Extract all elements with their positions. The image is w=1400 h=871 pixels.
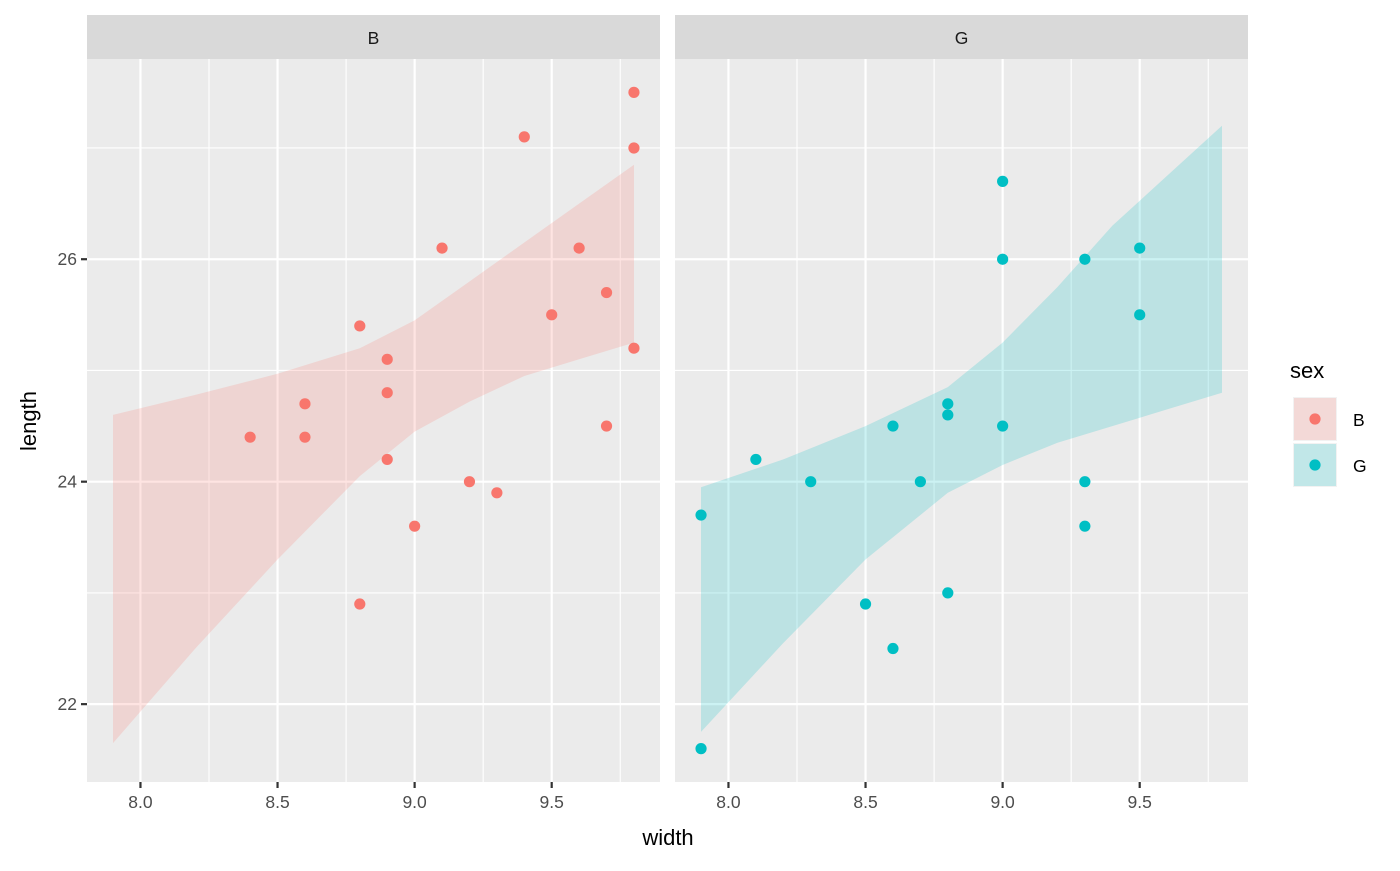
data-point <box>1134 309 1146 321</box>
data-point <box>244 431 256 443</box>
x-tick-label: 8.0 <box>128 792 153 812</box>
legend-title: sex <box>1290 358 1324 383</box>
data-point <box>381 453 393 466</box>
legend-item-G: G <box>1293 443 1367 487</box>
legend-label: B <box>1353 410 1365 430</box>
data-point <box>628 142 640 154</box>
data-point <box>381 387 393 399</box>
data-point <box>628 86 640 98</box>
data-point <box>914 476 926 488</box>
data-point <box>573 242 585 254</box>
facet-strip <box>675 15 1248 59</box>
data-point <box>463 476 476 488</box>
confidence-ribbon <box>701 125 1222 732</box>
data-point <box>381 353 393 365</box>
data-point <box>805 476 817 488</box>
x-tick-label: 8.0 <box>716 792 741 812</box>
data-point <box>997 253 1009 265</box>
data-point <box>1079 520 1091 532</box>
y-axis-title: length <box>16 391 41 451</box>
y-tick-label: 24 <box>58 472 78 492</box>
legend-item-B: B <box>1293 397 1365 441</box>
legend-label: G <box>1353 456 1367 476</box>
x-axis-title: width <box>641 825 693 850</box>
legend-keys: BG <box>1293 397 1367 487</box>
data-point <box>518 131 530 143</box>
legend: sex BG <box>1290 358 1367 487</box>
panels-layer: B 8.0 8.5 9.0 9.5 G 8.0 8.5 9.0 9.5 <box>87 15 1248 812</box>
data-point <box>695 743 707 755</box>
confidence-ribbon <box>113 164 634 744</box>
legend-key-point <box>1309 459 1321 471</box>
facet-strip-label: G <box>955 28 969 48</box>
x-tick-label: 8.5 <box>853 792 877 812</box>
y-tick-label: 22 <box>58 694 77 714</box>
data-point <box>750 453 762 466</box>
facet-strip-label: B <box>368 28 380 48</box>
data-point <box>628 342 640 354</box>
x-tick-label: 9.5 <box>1128 792 1152 812</box>
data-point <box>695 509 707 521</box>
data-point <box>299 431 311 443</box>
x-tick-label: 9.0 <box>402 792 427 812</box>
data-point <box>600 420 613 432</box>
data-point <box>887 642 899 655</box>
data-point <box>859 598 872 610</box>
data-point <box>942 587 954 599</box>
panel-background <box>675 59 1248 782</box>
data-point <box>887 420 899 432</box>
data-point <box>491 487 503 499</box>
data-point <box>409 520 421 532</box>
y-axis: 22 24 26 <box>58 249 87 714</box>
data-point <box>546 309 558 321</box>
data-point <box>600 286 613 299</box>
facet-panel-G: G 8.0 8.5 9.0 9.5 <box>675 15 1248 812</box>
panel-background <box>87 59 660 782</box>
legend-key-point <box>1309 413 1321 425</box>
data-point <box>1079 253 1091 265</box>
data-point <box>942 409 954 421</box>
facet-strip <box>87 15 660 59</box>
data-point <box>1134 242 1146 254</box>
x-tick-label: 9.0 <box>990 792 1015 812</box>
data-point <box>1079 476 1091 488</box>
data-point <box>997 420 1009 432</box>
facet-panel-B: B 8.0 8.5 9.0 9.5 <box>87 15 660 812</box>
data-point <box>354 320 366 332</box>
y-tick-label: 26 <box>58 249 77 269</box>
data-point <box>997 175 1009 187</box>
x-tick-label: 9.5 <box>540 792 564 812</box>
data-point <box>354 598 366 610</box>
data-point <box>436 242 448 254</box>
data-point <box>299 398 311 410</box>
x-tick-label: 8.5 <box>265 792 289 812</box>
data-point <box>942 398 954 410</box>
